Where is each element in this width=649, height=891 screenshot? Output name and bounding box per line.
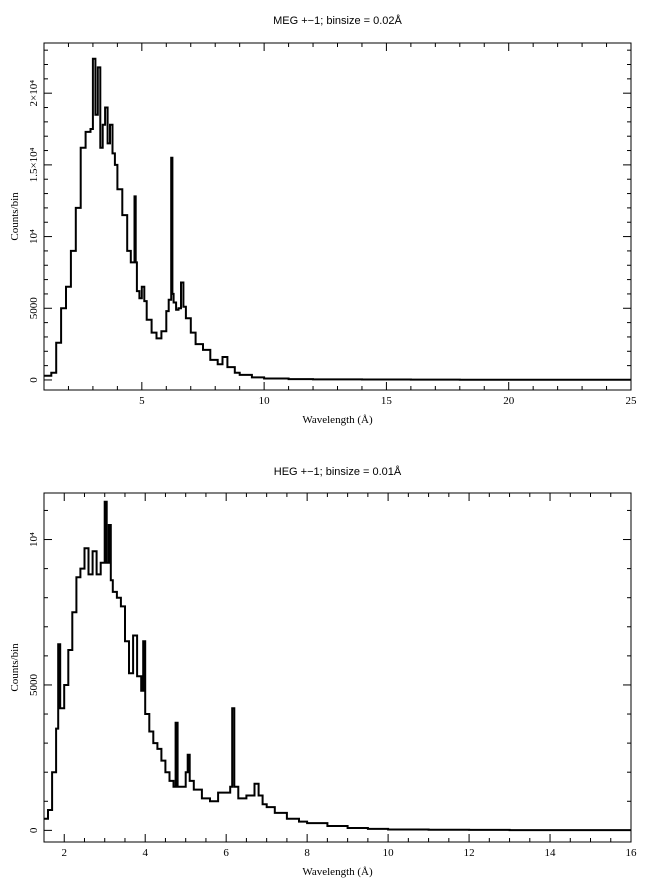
meg-x-tick-label: 5 [139, 395, 145, 407]
heg-x-axis-label: Wavelength (Å) [302, 866, 373, 878]
meg-y-tick-label: 0 [28, 377, 40, 383]
heg-x-tick-label: 16 [626, 847, 638, 859]
heg-y-tick-label: 0 [28, 827, 40, 833]
meg-x-tick-label: 10 [259, 395, 271, 407]
heg-y-axis-label: Counts/bin [9, 643, 21, 692]
meg-x-tick-label: 15 [381, 395, 393, 407]
heg-tick-marks [43, 493, 632, 842]
meg-plot-frame [43, 42, 632, 391]
heg-chart-panel: HEG +−1; binsize = 0.01Å 2 4 6 8 10 12 14 16 0 500… [9, 465, 637, 878]
meg-tick-marks [43, 43, 632, 390]
meg-y-tick-label: 5000 [28, 297, 40, 320]
heg-x-tick-label: 10 [383, 847, 395, 859]
heg-chart-title: HEG +−1; binsize = 0.01Å [274, 465, 402, 478]
meg-y-tick-label: 1.5×10⁴ [28, 147, 40, 182]
heg-plot-frame [43, 492, 632, 843]
meg-spectrum-line [44, 57, 631, 381]
heg-spectrum-line [44, 500, 631, 832]
heg-x-tick-label: 14 [545, 847, 557, 859]
heg-x-tick-label: 4 [142, 847, 148, 859]
meg-x-axis-label: Wavelength (Å) [302, 414, 373, 426]
meg-y-axis-label: Counts/bin [9, 192, 21, 241]
heg-x-tick-label: 8 [304, 847, 310, 859]
meg-y-tick-label: 10⁴ [28, 229, 40, 244]
heg-x-tick-label: 2 [61, 847, 67, 859]
heg-x-tick-label: 6 [223, 847, 229, 859]
meg-chart-title: MEG +−1; binsize = 0.02Å [273, 14, 402, 27]
meg-y-tick-label: 2×10⁴ [28, 80, 40, 107]
heg-x-tick-label: 12 [464, 847, 475, 859]
heg-y-tick-label: 10⁴ [28, 532, 40, 547]
meg-x-tick-label: 20 [503, 395, 515, 407]
meg-x-tick-label: 25 [626, 395, 638, 407]
heg-y-tick-label: 5000 [28, 673, 40, 696]
meg-chart-panel: MEG +−1; binsize = 0.02Å 5 10 15 20 25 0 5000 10… [9, 14, 637, 426]
